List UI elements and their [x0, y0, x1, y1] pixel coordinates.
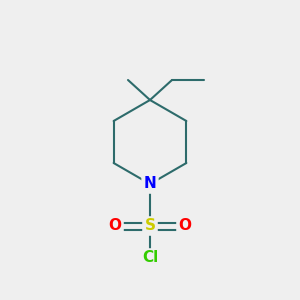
- Text: Cl: Cl: [142, 250, 158, 266]
- Text: O: O: [109, 218, 122, 233]
- Text: S: S: [145, 218, 155, 233]
- Text: O: O: [178, 218, 191, 233]
- Text: N: N: [144, 176, 156, 191]
